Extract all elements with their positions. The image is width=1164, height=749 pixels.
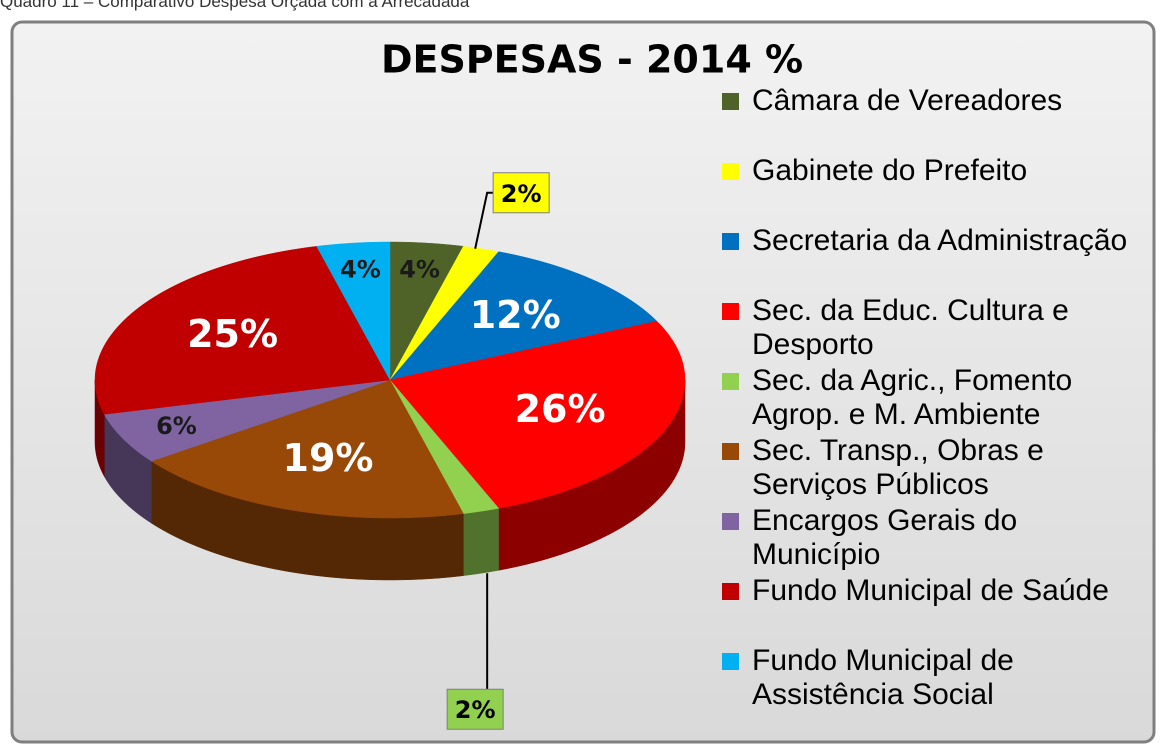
- legend-entry: Fundo Municipal de Saúde: [722, 574, 1142, 608]
- legend-swatch: [722, 163, 739, 180]
- legend-entry: Câmara de Vereadores: [722, 84, 1142, 118]
- legend-entry: Sec. Transp., Obras e Serviços Públicos: [722, 434, 1142, 502]
- legend-swatch: [722, 513, 739, 530]
- legend-label: Gabinete do Prefeito: [752, 154, 1028, 187]
- label-box: [446, 688, 504, 730]
- data-label: 6%: [156, 412, 197, 440]
- legend-entry: Gabinete do Prefeito: [722, 154, 1142, 188]
- legend-entry: Sec. da Agric., Fomento Agrop. e M. Ambi…: [722, 364, 1142, 432]
- slice: [389, 251, 658, 381]
- legend-label: Fundo Municipal de Saúde: [752, 574, 1109, 607]
- legend-label: Sec. Transp., Obras e Serviços Públicos: [752, 434, 1044, 501]
- legend-entry: Secretaria da Administração: [722, 224, 1142, 258]
- slice: [389, 379, 500, 514]
- slice: [94, 246, 391, 415]
- legend-label: Sec. da Agric., Fomento Agrop. e M. Ambi…: [752, 364, 1073, 431]
- data-label: 25%: [187, 312, 278, 356]
- data-label: 19%: [283, 436, 374, 480]
- slice: [103, 379, 391, 462]
- data-label: 26%: [515, 387, 606, 431]
- legend-entry: Encargos Gerais do Município: [722, 504, 1142, 572]
- data-label: 2%: [501, 180, 542, 208]
- label-box: [492, 172, 550, 214]
- chart-title: DESPESAS - 2014 %: [381, 38, 803, 82]
- legend-swatch: [722, 583, 739, 600]
- legend-label: Encargos Gerais do Município: [752, 504, 1018, 571]
- data-label: 4%: [340, 255, 381, 283]
- slice: [389, 246, 500, 381]
- legend-label: Secretaria da Administração: [752, 224, 1128, 257]
- legend-entry: Sec. da Educ. Cultura e Desporto: [722, 294, 1142, 362]
- legend-swatch: [722, 93, 739, 110]
- slice: [316, 241, 391, 381]
- data-label: 2%: [455, 696, 496, 724]
- slice: [389, 320, 686, 509]
- slice: [389, 241, 464, 381]
- caption: Quadro 11 – Comparativo Despesa Orçada c…: [0, 0, 470, 11]
- legend-swatch: [722, 443, 739, 460]
- data-label: 12%: [470, 293, 561, 337]
- legend-label: Sec. da Educ. Cultura e Desporto: [752, 294, 1069, 361]
- slice-side: [463, 508, 499, 576]
- legend-swatch: [722, 303, 739, 320]
- legend-swatch: [722, 233, 739, 250]
- legend-swatch: [722, 653, 739, 670]
- legend-entry: Fundo Municipal de Assistência Social: [722, 644, 1142, 712]
- legend-label: Câmara de Vereadores: [752, 84, 1063, 117]
- legend-label: Fundo Municipal de Assistência Social: [752, 644, 1014, 711]
- data-label: 4%: [399, 255, 440, 283]
- slice: [150, 379, 464, 519]
- legend-swatch: [722, 373, 739, 390]
